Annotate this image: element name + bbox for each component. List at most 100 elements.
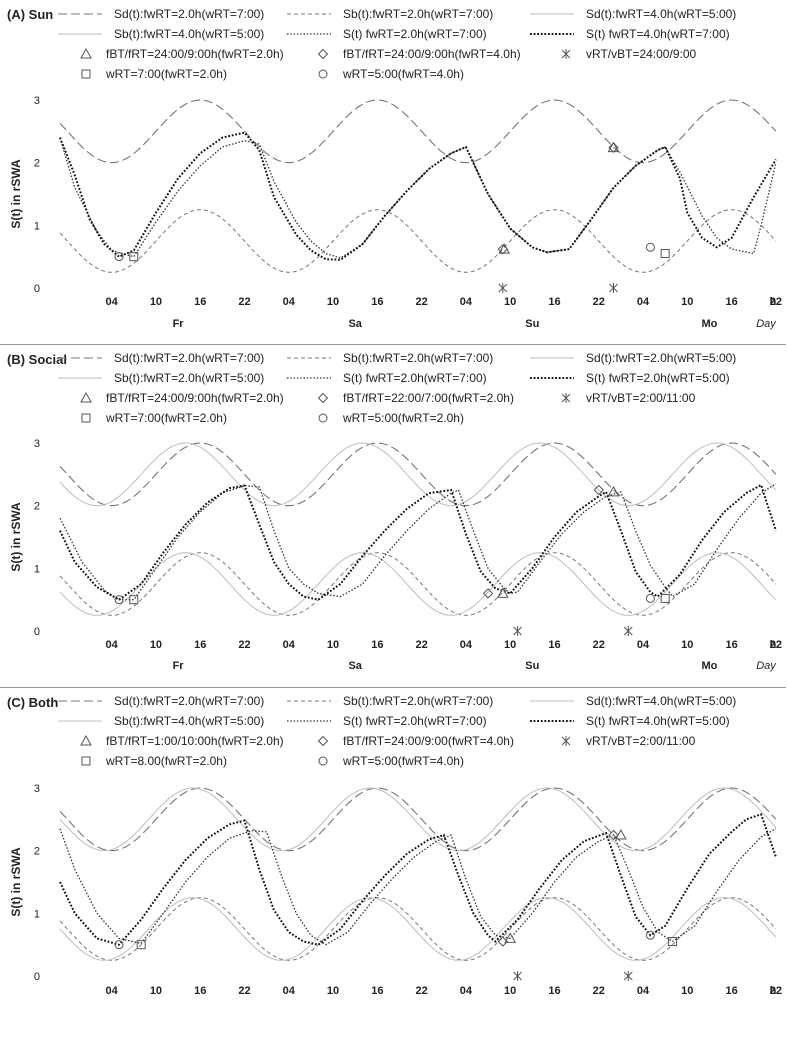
legend-label: wRT=7:00(fwRT=2.0h) — [105, 411, 227, 425]
data-marker-diamond — [608, 142, 619, 153]
y-axis-label: S(t) in rSWA — [9, 159, 23, 229]
legend-label: Sd(t):fwRT=4.0h(wRT=5:00) — [586, 7, 736, 21]
legend-marker-diamond — [317, 735, 329, 747]
legend-label: fBT/fRT=24:00/9:00h(fwRT=4.0h) — [343, 47, 521, 61]
y-axis-label: S(t) in rSWA — [9, 847, 23, 917]
y-tick-label: 0 — [34, 626, 40, 638]
panel-label: (C) Both — [7, 695, 58, 710]
data-marker-triangle — [615, 828, 627, 840]
series-line — [59, 442, 777, 507]
x-tick-label: 04 — [106, 985, 119, 997]
x-tick-label: 22 — [770, 296, 782, 308]
x-unit-label: h — [770, 296, 777, 308]
legend-label: S(t) fwRT=4.0h(wRT=5:00) — [586, 714, 730, 728]
day-label: Mo — [701, 660, 717, 672]
data-marker-diamond — [482, 588, 494, 599]
legend-marker-square — [81, 69, 91, 79]
data-marker-asterisk — [623, 626, 633, 636]
legend-label: Sb(t):fwRT=4.0h(wRT=5:00) — [114, 714, 264, 728]
legend-label: fBT/fRT=1:00/10:00h(fwRT=2.0h) — [106, 734, 284, 748]
data-marker-triangle — [496, 587, 509, 598]
legend-label: Sb(t):fwRT=2.0h(wRT=7:00) — [343, 694, 493, 708]
series-line — [59, 787, 777, 852]
x-tick-label: 04 — [283, 296, 296, 308]
panel-b: (B) Social Sd(t):fwRT=2.0h(wRT=7:00) Sb(t)… — [0, 346, 788, 686]
y-tick-label: 1 — [34, 563, 40, 575]
x-tick-label: 16 — [548, 296, 560, 308]
legend-marker-triangle — [80, 734, 92, 746]
legend-label: S(t) fwRT=4.0h(wRT=7:00) — [586, 27, 730, 41]
legend-label: Sd(t):fwRT=2.0h(wRT=7:00) — [114, 694, 264, 708]
series-line — [59, 552, 777, 616]
y-tick-label: 1 — [34, 908, 40, 920]
series-line — [59, 99, 777, 164]
x-tick-label: 22 — [770, 985, 782, 997]
legend-label: S(t) fwRT=2.0h(wRT=7:00) — [343, 714, 487, 728]
data-marker-square — [129, 252, 139, 262]
panel-divider — [0, 687, 786, 688]
day-label: Fr — [173, 660, 185, 672]
series-line — [59, 442, 777, 507]
data-marker-asterisk — [498, 283, 508, 293]
y-tick-label: 2 — [34, 158, 40, 170]
x-tick-label: 10 — [150, 985, 162, 997]
legend-label: Sb(t):fwRT=2.0h(wRT=7:00) — [343, 351, 493, 365]
legend-marker-diamond — [317, 48, 329, 60]
data-marker-square — [136, 940, 146, 950]
day-axis-label: Day — [756, 318, 777, 330]
day-label: Su — [525, 318, 539, 330]
day-label: Sa — [348, 660, 362, 672]
x-tick-label: 10 — [150, 639, 162, 651]
x-tick-label: 16 — [371, 985, 383, 997]
x-tick-label: 22 — [238, 639, 250, 651]
x-tick-label: 16 — [371, 296, 383, 308]
x-tick-label: 16 — [194, 985, 206, 997]
x-tick-label: 16 — [548, 639, 560, 651]
data-marker-square — [660, 249, 670, 259]
x-tick-label: 22 — [593, 296, 605, 308]
x-tick-label: 22 — [238, 985, 250, 997]
legend-label: wRT=5:00(fwRT=2.0h) — [342, 411, 464, 425]
x-tick-label: 10 — [327, 296, 339, 308]
x-tick-label: 04 — [106, 296, 119, 308]
x-tick-label: 22 — [593, 985, 605, 997]
chart-sun: (A) Sun Sd(t):fwRT=2.0h(wRT=7:00) Sb(t):fw… — [7, 7, 782, 330]
x-tick-label: 04 — [460, 296, 473, 308]
legend-label: wRT=8.00(fwRT=2.0h) — [105, 754, 227, 768]
legend-label: vRT/vBT=24:00/9:00 — [586, 47, 697, 61]
day-label: Mo — [701, 318, 717, 330]
x-tick-label: 10 — [681, 985, 693, 997]
x-tick-label: 04 — [637, 639, 650, 651]
series-line — [59, 483, 777, 601]
day-label: Su — [525, 660, 539, 672]
x-tick-label: 16 — [725, 985, 737, 997]
legend-marker-circle — [318, 69, 328, 79]
x-tick-label: 10 — [681, 296, 693, 308]
panel-label: (A) Sun — [7, 7, 53, 22]
x-tick-label: 04 — [283, 985, 296, 997]
legend-label: vRT/vBT=2:00/11:00 — [586, 391, 696, 405]
data-marker-diamond — [608, 829, 619, 841]
x-tick-label: 16 — [725, 296, 737, 308]
x-tick-label: 10 — [150, 296, 162, 308]
data-marker-triangle — [498, 243, 511, 254]
data-marker-circle — [114, 595, 124, 605]
legend-label: wRT=5:00(fwRT=4.0h) — [342, 67, 464, 81]
y-tick-label: 1 — [34, 220, 40, 232]
panel-divider — [0, 344, 786, 345]
x-tick-label: 22 — [415, 985, 427, 997]
day-axis-label: Day — [756, 660, 777, 672]
y-tick-label: 3 — [34, 783, 40, 795]
data-marker-circle — [645, 593, 655, 603]
data-marker-square — [668, 937, 678, 947]
x-tick-label: 16 — [725, 639, 737, 651]
y-tick-label: 0 — [34, 971, 40, 983]
series-line — [59, 897, 777, 961]
y-tick-label: 2 — [34, 846, 40, 858]
x-tick-label: 04 — [637, 296, 650, 308]
chart-social: (B) Social Sd(t):fwRT=2.0h(wRT=7:00) Sb(t)… — [7, 351, 782, 672]
series-line — [59, 897, 777, 961]
legend-label: Sb(t):fwRT=2.0h(wRT=5:00) — [114, 371, 264, 385]
legend-marker-square — [81, 413, 91, 423]
data-marker-triangle — [504, 932, 517, 943]
